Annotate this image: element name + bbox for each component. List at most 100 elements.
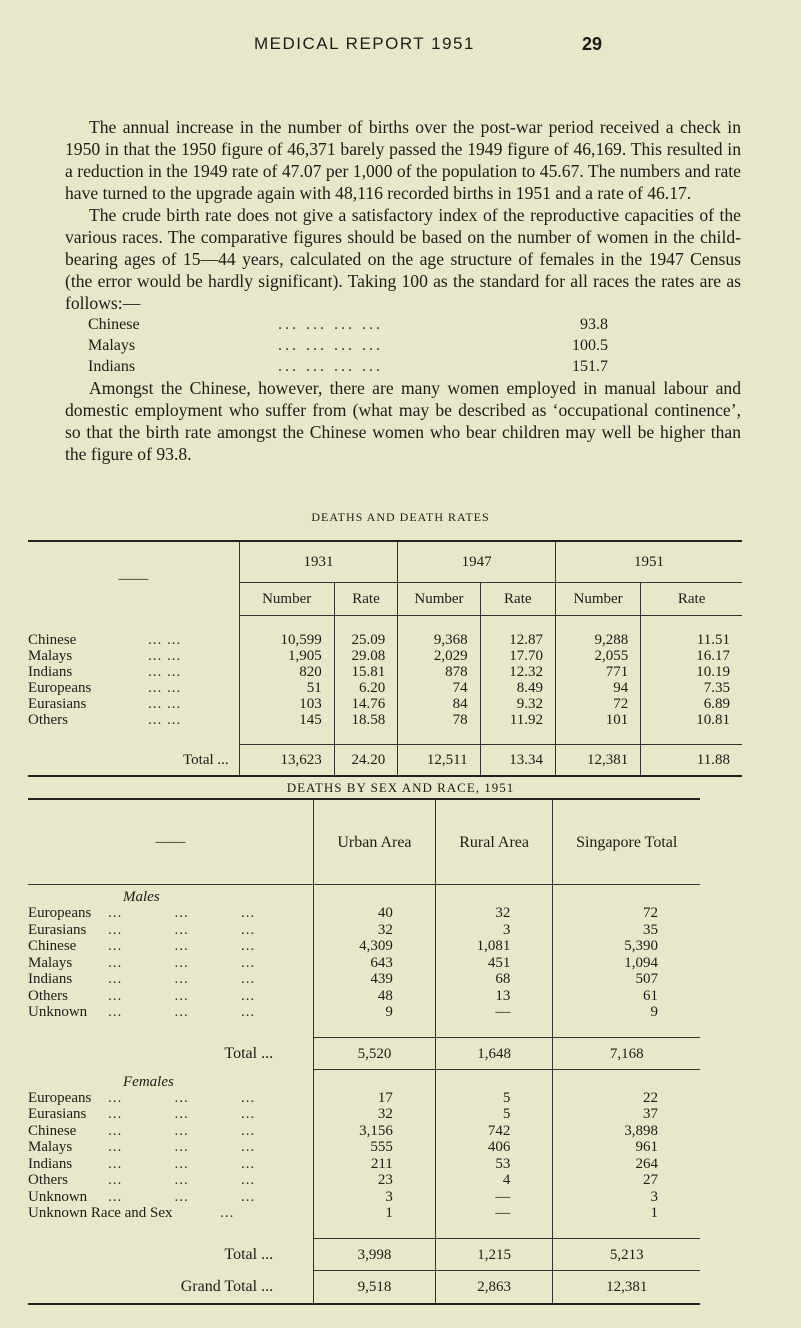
table-cell: 51 (238, 680, 335, 696)
table-cell: 5 (434, 1106, 553, 1123)
leader-dots: ... ... ... (108, 971, 256, 988)
table-cell: 5 (434, 1089, 553, 1106)
table-cell: 1 (552, 1205, 700, 1222)
table-cell: 27 (552, 1172, 700, 1189)
table-row: Malays ... ... ... 643 451 1,094 (28, 954, 700, 971)
birth-rate-list: Chinese ... ... ... ... 93.8 Malays ... ... … (88, 314, 608, 377)
row-label: Chinese ... ... ... (28, 938, 314, 955)
table-cell: 771 (554, 664, 641, 680)
table-cell: 3,898 (552, 1122, 700, 1139)
leader-dots: ... ... ... (108, 1004, 256, 1021)
table-row: Others ... ... ... 48 13 61 (28, 987, 700, 1005)
total-label: Grand Total ... (180, 1277, 274, 1295)
race-label: Chinese (28, 632, 77, 648)
table-cell: 61 (552, 987, 700, 1004)
table-cell: 1,081 (434, 938, 553, 955)
leader-dots: ... ... (148, 680, 182, 696)
table-row: Chinese ... ... ... 3,156 742 3,898 (28, 1122, 700, 1140)
table-cell: 9,288 (554, 632, 641, 648)
race-label: Malays (28, 1139, 73, 1156)
table-cell: 37 (552, 1106, 700, 1123)
table-cell: 3 (313, 1188, 436, 1205)
table-cell: 24.20 (333, 744, 398, 776)
table-cell: 6.89 (640, 696, 742, 712)
table-cell: — (434, 1205, 553, 1222)
spacer-cell (552, 884, 700, 905)
table-row: Indians ... ... 820 15.81 878 12.32 771 10.19 (28, 664, 742, 680)
row-label: Chinese ... ... ... (28, 1123, 314, 1140)
column-header: Urban Area (313, 799, 436, 885)
race-label: Chinese (28, 938, 77, 955)
row-label: Others ... ... ... (28, 988, 314, 1005)
leader-dots: ... ... ... (108, 1172, 256, 1189)
total-label: Total ... (183, 751, 229, 768)
leader-dots: ... ... (148, 648, 182, 664)
column-header: Number (397, 582, 481, 616)
grand-total-row: Grand Total ... 9,518 2,863 12,381 (28, 1270, 700, 1304)
year-header: 1947 (397, 541, 556, 583)
column-header: Number (238, 582, 335, 616)
year-header: 1931 (238, 541, 398, 583)
leader-dots: ... ... (148, 632, 182, 648)
row-label: Others ... ... (28, 712, 239, 728)
table-cell: 25.09 (333, 632, 398, 648)
table-row: Others ... ... ... 23 4 27 (28, 1172, 700, 1189)
rate-value: 151.7 (572, 358, 608, 375)
table-row: Eurasians ... ... ... 32 5 37 (28, 1106, 700, 1123)
race-label: Others (28, 712, 68, 728)
leader-dots: ... ... ... ... (278, 337, 383, 354)
row-label: Chinese ... ... (28, 632, 239, 648)
table1-title: DEATHS AND DEATH RATES (311, 510, 490, 524)
table-cell: 1,094 (552, 954, 700, 971)
table-cell: 145 (238, 712, 335, 728)
table-cell: 6.20 (333, 680, 398, 696)
table-cell: 2,055 (554, 648, 641, 664)
leader-dots: ... ... (148, 696, 182, 712)
race-label: Unknown (28, 1004, 88, 1021)
column-header: Singapore Total (552, 799, 700, 885)
row-label: Indians ... ... (28, 664, 239, 680)
table-cell: 12,381 (552, 1270, 700, 1304)
table-row: Malays ... ... 1,905 29.08 2,029 17.70 2,055 16… (28, 648, 742, 664)
race-label: Others (28, 1172, 68, 1189)
table-cell: 74 (397, 680, 481, 696)
table-cell: 12,511 (397, 744, 481, 776)
table-cell: 32 (313, 1106, 436, 1123)
spacer-cell (552, 1069, 700, 1090)
table-cell: — (434, 1188, 553, 1205)
corner-dash: —— (118, 570, 149, 587)
table-cell: 2,029 (397, 648, 481, 664)
column-header: Number (554, 582, 641, 616)
race-label: Europeans (28, 1089, 92, 1106)
table-cell: 264 (552, 1155, 700, 1172)
row-label: Indians ... ... ... (28, 1156, 314, 1173)
table-cell: 11.51 (640, 632, 742, 648)
table-cell: 15.81 (333, 664, 398, 680)
table-cell: 78 (397, 712, 481, 728)
table-cell: 9 (552, 1004, 700, 1021)
rate-value: 93.8 (580, 316, 608, 333)
table-cell: 32 (434, 905, 553, 922)
table-cell: 9,518 (313, 1270, 436, 1304)
table-cell: 14.76 (333, 696, 398, 712)
table-cell: 820 (238, 664, 335, 680)
row-label: Europeans ... ... ... (28, 1090, 314, 1107)
table-cell: 84 (397, 696, 481, 712)
table-cell: 3 (552, 1188, 700, 1205)
leader-dots: ... ... ... (108, 1139, 256, 1156)
table-row: Others ... ... 145 18.58 78 11.92 101 10.81 (28, 712, 742, 728)
table-row: Europeans ... ... ... 40 32 72 (28, 905, 700, 922)
table-row: Eurasians ... ... ... 32 3 35 (28, 921, 700, 938)
race-label: Eurasians (28, 1106, 87, 1123)
list-item: Indians ... ... ... ... 151.7 (88, 356, 608, 377)
table-cell: 40 (313, 905, 436, 922)
table-cell: 13,623 (238, 744, 335, 776)
body-text: The annual increase in the number of bir… (65, 116, 741, 465)
list-item: Chinese ... ... ... ... 93.8 (88, 314, 608, 335)
table-cell: 11.92 (479, 712, 556, 728)
section-label: Males (123, 889, 160, 905)
table-cell: 10.81 (640, 712, 742, 728)
table-cell: 3,998 (313, 1238, 436, 1271)
row-label: Unknown ... ... ... (28, 1004, 314, 1021)
table-cell: 1 (313, 1205, 436, 1222)
